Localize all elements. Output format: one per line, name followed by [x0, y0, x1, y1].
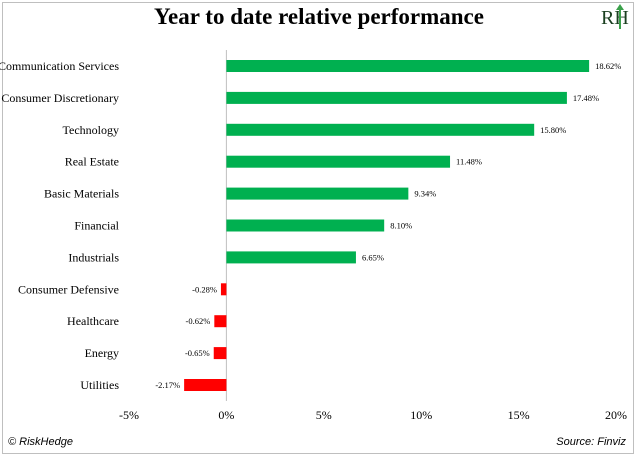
data-label: -0.62%	[186, 316, 211, 326]
data-label: -2.17%	[155, 380, 180, 390]
bar	[226, 219, 385, 232]
data-label: -0.28%	[192, 284, 217, 294]
bar	[226, 60, 590, 72]
bar	[226, 251, 356, 264]
category-label: Real Estate	[65, 155, 119, 169]
data-label: 17.48%	[573, 93, 599, 103]
x-tick-label: 10%	[410, 408, 432, 422]
logo-letters: RH	[601, 7, 629, 29]
bar	[214, 315, 227, 328]
x-tick-label: -5%	[119, 408, 139, 422]
bar	[226, 155, 451, 168]
category-label: Financial	[74, 219, 119, 233]
category-label: Energy	[85, 346, 119, 360]
data-label: 15.80%	[540, 125, 566, 135]
category-label: Communication Services	[0, 59, 119, 73]
bar	[184, 379, 227, 391]
category-label: Utilities	[80, 378, 119, 392]
bar	[226, 123, 535, 136]
bar	[226, 91, 567, 104]
bar	[220, 283, 227, 296]
riskhedge-logo: RH	[601, 4, 629, 29]
x-tick-label: 20%	[605, 408, 627, 422]
category-label: Technology	[63, 123, 119, 137]
data-label: 9.34%	[414, 189, 436, 199]
category-label: Industrials	[68, 250, 119, 264]
copyright-text: © RiskHedge	[8, 436, 73, 448]
x-tick-label: 15%	[508, 408, 530, 422]
category-label: Consumer Defensive	[18, 282, 119, 296]
bar	[226, 187, 409, 200]
data-label: 11.48%	[456, 157, 482, 167]
chart-title: Year to date relative performance	[154, 4, 484, 29]
data-label: 6.65%	[362, 252, 384, 262]
data-label: -0.65%	[185, 348, 210, 358]
source-text: Source: Finviz	[556, 436, 626, 448]
data-label: 8.10%	[390, 221, 412, 231]
category-label: Basic Materials	[44, 187, 119, 201]
category-label: Consumer Discretionary	[1, 91, 119, 105]
x-tick-label: 0%	[218, 408, 234, 422]
data-label: 18.62%	[595, 61, 621, 71]
category-label: Healthcare	[67, 314, 119, 328]
bar	[213, 347, 227, 360]
x-tick-label: 5%	[316, 408, 332, 422]
